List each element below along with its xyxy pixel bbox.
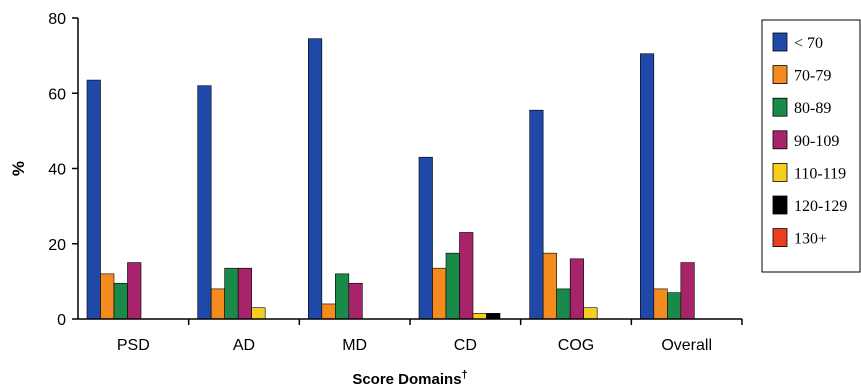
x-axis-label-text: Score Domains bbox=[352, 371, 461, 388]
legend: < 70 70-79 80-89 90-109 110-119 120-129 130+ bbox=[761, 19, 861, 273]
x-tick-label: Overall bbox=[661, 337, 712, 354]
bar bbox=[556, 288, 571, 320]
bar bbox=[583, 307, 598, 320]
legend-label: 80-89 bbox=[794, 100, 831, 117]
bar bbox=[569, 258, 584, 320]
bar bbox=[210, 288, 225, 320]
bar bbox=[113, 282, 128, 320]
legend-label: < 70 bbox=[794, 35, 823, 52]
legend-label: 130+ bbox=[794, 231, 827, 248]
bar bbox=[640, 53, 655, 320]
bar bbox=[653, 288, 668, 320]
y-tick-label: 80 bbox=[48, 11, 66, 28]
y-ticks: 0 20 40 60 80 bbox=[48, 11, 78, 329]
bar bbox=[224, 267, 239, 320]
bar bbox=[127, 262, 142, 320]
y-tick-label: 40 bbox=[48, 162, 66, 179]
bar bbox=[445, 252, 460, 320]
y-tick-label: 60 bbox=[48, 86, 66, 103]
y-tick-label: 0 bbox=[57, 312, 66, 329]
x-axis-label: Score Domains† bbox=[352, 369, 467, 388]
legend-swatch bbox=[772, 65, 788, 84]
legend-label: 70-79 bbox=[794, 68, 831, 85]
x-tick-label: AD bbox=[233, 337, 255, 354]
legend-label: 120-129 bbox=[794, 198, 847, 215]
bar bbox=[197, 85, 212, 320]
y-tick-label: 20 bbox=[48, 237, 66, 254]
bar bbox=[486, 313, 501, 320]
bar bbox=[529, 109, 544, 320]
legend-swatch bbox=[772, 32, 788, 52]
bar bbox=[667, 292, 682, 320]
y-axis-label: % bbox=[9, 161, 28, 176]
legend-swatch bbox=[772, 97, 788, 117]
legend-swatch bbox=[772, 228, 788, 248]
bar bbox=[348, 282, 363, 320]
legend-label: 110-119 bbox=[794, 165, 846, 182]
bar bbox=[432, 267, 447, 320]
bar bbox=[251, 307, 266, 320]
x-axis-label-marker: † bbox=[462, 369, 468, 381]
bar bbox=[459, 232, 474, 320]
bar bbox=[308, 38, 323, 320]
bar bbox=[680, 262, 695, 320]
x-ticks: PSD AD MD CD COG Overall bbox=[117, 319, 743, 354]
bar bbox=[321, 303, 336, 320]
plot-area bbox=[86, 38, 695, 320]
bar bbox=[100, 273, 115, 320]
x-tick-label: COG bbox=[558, 337, 594, 354]
bar bbox=[237, 267, 252, 320]
x-tick-label: MD bbox=[342, 337, 367, 354]
legend-swatch bbox=[772, 195, 788, 215]
bar bbox=[472, 313, 487, 320]
bar bbox=[418, 156, 433, 320]
x-tick-label: CD bbox=[454, 337, 477, 354]
bar bbox=[335, 273, 350, 320]
bar bbox=[542, 252, 557, 320]
legend-swatch bbox=[772, 162, 788, 182]
legend-label: 90-109 bbox=[794, 133, 839, 150]
bar bbox=[86, 79, 101, 320]
x-tick-label: PSD bbox=[117, 337, 150, 354]
legend-swatch bbox=[772, 130, 788, 150]
